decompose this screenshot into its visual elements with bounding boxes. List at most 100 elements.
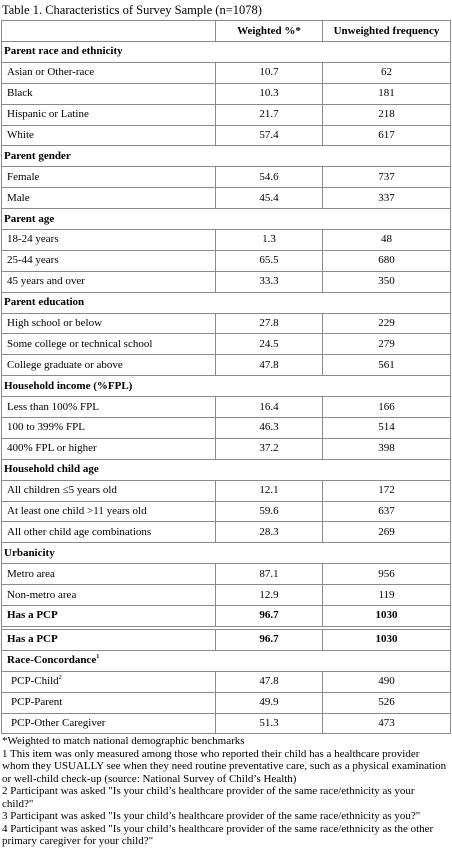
row-label: PCP-Parent <box>1 691 216 714</box>
row-footnote-marker: 2 <box>58 675 62 682</box>
row-unweighted-value: 269 <box>322 521 451 544</box>
table-row: PCP-Other Caregiver 51.3 473 <box>1 712 451 735</box>
table-row: PCP-Child2 47.8 490 <box>1 670 451 693</box>
row-label-text: PCP-Child <box>11 675 59 688</box>
row-unweighted-value: 172 <box>322 479 451 502</box>
row-weighted-value: 87.1 <box>215 563 323 586</box>
row-weighted-value: 16.4 <box>215 396 323 419</box>
section-header-row: Parent race and ethnicity <box>1 41 451 63</box>
row-unweighted-value: 526 <box>322 691 451 714</box>
row-unweighted-value: 637 <box>322 500 451 523</box>
pcp-weighted-value: 96.7 <box>215 628 323 651</box>
table-row: Less than 100% FPL 16.4 166 <box>1 396 451 419</box>
footnotes: *Weighted to match national demographic … <box>0 734 448 848</box>
pcp-unweighted-value: 1030 <box>322 628 451 651</box>
table-row: Female 54.6 737 <box>1 166 451 189</box>
footnote: 1 This item was only measured among thos… <box>2 747 447 785</box>
row-weighted-value: 49.9 <box>215 691 323 714</box>
row-weighted-value: 46.3 <box>215 417 323 439</box>
row-unweighted-value: 218 <box>322 103 451 126</box>
table-row: Black 10.3 181 <box>1 82 451 105</box>
row-weighted-value: 28.3 <box>215 521 323 544</box>
concordance-title: Race-Concordance1 <box>1 649 451 672</box>
row-unweighted-value: 48 <box>322 229 451 251</box>
row-weighted-value: 12.9 <box>215 584 323 607</box>
table-row: 25-44 years 65.5 680 <box>1 249 451 272</box>
row-unweighted-value: 490 <box>322 670 451 693</box>
row-unweighted-value: 680 <box>322 249 451 272</box>
table-row: College graduate or above 47.8 561 <box>1 354 451 377</box>
row-weighted-value: 54.6 <box>215 166 323 189</box>
row-unweighted-value: 181 <box>322 82 451 105</box>
row-weighted-value: 27.8 <box>215 312 323 335</box>
section-header-row: Urbanicity <box>1 542 451 565</box>
pcp-row: Has a PCP 96.7 1030 <box>1 605 451 627</box>
row-unweighted-value: 350 <box>322 270 451 293</box>
pcp-label: Has a PCP <box>1 605 216 627</box>
row-unweighted-value: 561 <box>322 354 451 377</box>
table-row: All other child age combinations 28.3 269 <box>1 521 451 544</box>
section-title: Parent age <box>1 208 451 231</box>
section-header-row: Parent education <box>1 291 451 314</box>
concordance-footnote-marker: 1 <box>96 654 100 661</box>
row-unweighted-value: 473 <box>322 712 451 735</box>
row-label: White <box>1 124 216 147</box>
row-label: 400% FPL or higher <box>1 437 216 460</box>
row-unweighted-value: 737 <box>322 166 451 189</box>
concordance-header-row: Race-Concordance1 <box>1 649 451 672</box>
section-header-row: Parent gender <box>1 145 451 168</box>
table-row: High school or below 27.8 229 <box>1 312 451 335</box>
row-unweighted-value: 166 <box>322 396 451 419</box>
row-label: All children ≤5 years old <box>1 479 216 502</box>
row-weighted-value: 1.3 <box>215 229 323 251</box>
row-weighted-value: 37.2 <box>215 437 323 460</box>
row-weighted-value: 45.4 <box>215 187 323 210</box>
row-label: Some college or technical school <box>1 333 216 356</box>
row-label: At least one child >11 years old <box>1 500 216 523</box>
row-label: PCP-Other Caregiver <box>1 712 216 735</box>
spacer-cell <box>1 625 451 630</box>
table-row: White 57.4 617 <box>1 124 451 147</box>
row-label: 25-44 years <box>1 249 216 272</box>
section-title: Household income (%FPL) <box>1 375 451 398</box>
row-unweighted-value: 398 <box>322 437 451 460</box>
footnote: *Weighted to match national demographic … <box>2 735 245 748</box>
header-weighted: Weighted %* <box>215 20 323 42</box>
pcp-label: Has a PCP <box>1 628 216 651</box>
header-unweighted: Unweighted frequency <box>322 20 451 42</box>
row-label: Hispanic or Latine <box>1 103 216 126</box>
survey-characteristics-table: Weighted %* Unweighted frequency Parent … <box>1 20 451 735</box>
row-label: College graduate or above <box>1 354 216 377</box>
row-label: Black <box>1 82 216 105</box>
table-row: Male 45.4 337 <box>1 187 451 210</box>
section-title: Household child age <box>1 458 451 481</box>
row-label: Metro area <box>1 563 216 586</box>
footnote: 4 Participant was asked "Is your child’s… <box>2 822 434 848</box>
row-unweighted-value: 956 <box>322 563 451 586</box>
row-unweighted-value: 337 <box>322 187 451 210</box>
section-title: Parent race and ethnicity <box>1 41 451 63</box>
row-weighted-value: 51.3 <box>215 712 323 735</box>
section-title: Parent gender <box>1 145 451 168</box>
row-weighted-value: 12.1 <box>215 479 323 502</box>
row-unweighted-value: 119 <box>322 584 451 607</box>
row-label-text: PCP-Parent <box>11 696 63 709</box>
row-label: 18-24 years <box>1 229 216 251</box>
section-title: Urbanicity <box>1 542 451 565</box>
table-row: At least one child >11 years old 59.6 637 <box>1 500 451 523</box>
table-caption: Table 1. Characteristics of Survey Sampl… <box>2 3 262 17</box>
concordance-title-text: Race-Concordance <box>7 654 97 667</box>
row-unweighted-value: 279 <box>322 333 451 356</box>
row-weighted-value: 47.8 <box>215 670 323 693</box>
table-row: 45 years and over 33.3 350 <box>1 270 451 293</box>
pcp-weighted-value: 96.7 <box>215 605 323 627</box>
footnote: 2 Participant was asked "Is your child’s… <box>2 785 415 810</box>
section-header-row: Parent age <box>1 208 451 231</box>
row-weighted-value: 21.7 <box>215 103 323 126</box>
row-weighted-value: 57.4 <box>215 124 323 147</box>
row-weighted-value: 33.3 <box>215 270 323 293</box>
row-label: High school or below <box>1 312 216 335</box>
table-row: Non-metro area 12.9 119 <box>1 584 451 607</box>
row-weighted-value: 24.5 <box>215 333 323 356</box>
table-row: Hispanic or Latine 21.7 218 <box>1 103 451 126</box>
